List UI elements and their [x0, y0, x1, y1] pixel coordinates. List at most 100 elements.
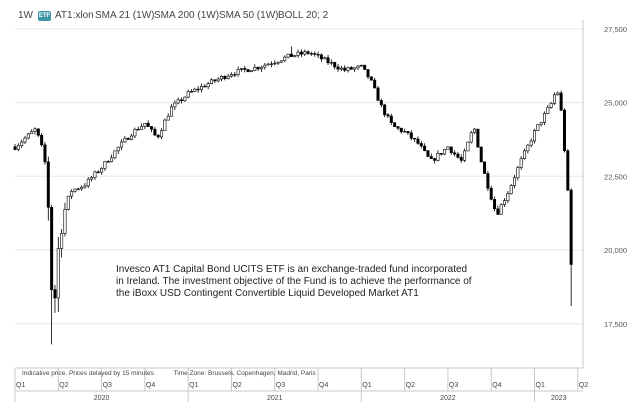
candle-body — [329, 62, 333, 64]
quarter-tick-label: Q1 — [536, 382, 545, 389]
x-axis: Q1 Q2 Q3 Q4 Q1 Q2 Q3 Q4 Q1 Q2 Q3 Q4 Q1 Q2 2020 2021 2022… — [14, 368, 588, 402]
symbol-label[interactable]: AT1:xlon — [55, 10, 94, 21]
price-delay-note: Indicative price. Prices delayed by 15 m… — [22, 370, 154, 377]
candle-body — [486, 173, 490, 189]
candle-body — [190, 91, 194, 93]
candle-body — [483, 161, 487, 174]
interval-selector[interactable]: 1W — [18, 10, 33, 21]
candle-body — [26, 133, 30, 139]
quarter-tick-label: Q2 — [406, 382, 415, 389]
candle-body — [163, 119, 167, 132]
y-tick-label: 27,500 — [604, 25, 627, 34]
candle-body — [309, 53, 313, 55]
candle-body — [186, 91, 190, 98]
quarter-tick-label: Q1 — [189, 382, 198, 389]
candle-body — [523, 150, 527, 160]
candle-body — [333, 62, 337, 68]
candle-body — [40, 134, 44, 146]
candle-body — [426, 150, 430, 157]
indicator-sma200[interactable]: SMA 200 (1W) — [154, 10, 220, 21]
candle-body — [356, 65, 360, 69]
candle-body — [303, 51, 307, 55]
chart-toolbar: 1W ETF AT1:xlon SMA 21 (1W) SMA 200 (1W)… — [0, 0, 629, 30]
candle-body — [283, 56, 287, 62]
candle-body — [209, 79, 213, 84]
candle-body — [393, 122, 397, 127]
candle-body — [46, 161, 50, 208]
etf-badge: ETF — [38, 11, 51, 21]
candle-body — [123, 137, 127, 143]
candle-body — [236, 69, 240, 75]
candle-body — [16, 145, 20, 150]
candle-body — [146, 122, 150, 127]
candle-body — [50, 206, 54, 290]
candle-body — [536, 124, 540, 131]
candle-series — [13, 46, 573, 345]
candle-body — [343, 67, 347, 71]
candle-body — [389, 115, 393, 123]
candle-body — [110, 157, 114, 163]
candle-body — [180, 99, 184, 102]
quarter-tick-label: Q1 — [362, 382, 371, 389]
candle-body — [273, 62, 277, 65]
candle-body — [383, 104, 387, 116]
candle-body — [23, 137, 27, 143]
footnote: Indicative price. Prices delayed by 15 m… — [22, 370, 334, 377]
candle-body — [33, 128, 37, 132]
candle-body — [140, 126, 144, 130]
y-tick-label: 25,000 — [604, 99, 627, 108]
candle-body — [83, 185, 87, 188]
candle-body — [319, 54, 323, 60]
candle-body — [419, 143, 423, 147]
candle-body — [226, 75, 230, 79]
y-tick-label: 22,500 — [604, 172, 627, 181]
candle-body — [276, 61, 280, 64]
candle-body — [203, 85, 207, 88]
candle-body — [323, 57, 327, 60]
candle-body — [299, 51, 303, 55]
candle-body — [506, 193, 510, 201]
candle-body — [86, 178, 90, 187]
candle-body — [443, 149, 447, 155]
year-tick-label: 2021 — [267, 395, 283, 402]
candle-body — [306, 51, 310, 54]
candle-body — [569, 189, 573, 265]
candle-body — [529, 140, 533, 146]
candle-body — [199, 85, 203, 90]
candle-body — [233, 74, 237, 76]
candle-body — [289, 53, 293, 57]
candle-body — [120, 141, 124, 148]
candle-body — [246, 69, 250, 73]
candle-body — [100, 168, 104, 173]
candle-body — [196, 88, 200, 91]
candle-body — [150, 126, 154, 130]
y-tick-label: 17,500 — [604, 320, 627, 329]
candle-body — [559, 92, 563, 111]
candle-body — [396, 126, 400, 129]
candle-body — [156, 134, 160, 138]
candle-body — [170, 106, 174, 117]
quarter-tick-label: Q4 — [146, 382, 155, 389]
candle-body — [359, 64, 363, 67]
candle-body — [336, 66, 340, 70]
quarter-tick-label: Q2 — [59, 382, 68, 389]
candle-body — [556, 92, 560, 96]
indicator-sma21[interactable]: SMA 21 (1W) — [95, 10, 155, 21]
candle-body — [219, 75, 223, 80]
candle-body — [30, 131, 34, 135]
candle-body — [539, 122, 543, 125]
candle-body — [463, 150, 467, 161]
candle-body — [326, 57, 330, 64]
quarter-tick-label: Q1 — [16, 382, 25, 389]
chart-grid — [15, 20, 584, 392]
candle-body — [269, 63, 273, 65]
candle-body — [183, 96, 187, 102]
candle-body — [130, 135, 134, 140]
indicator-bollinger[interactable]: BOLL 20; 2 — [278, 10, 329, 21]
candle-body — [70, 191, 74, 197]
candle-body — [56, 248, 60, 299]
candle-body — [366, 69, 370, 78]
indicator-sma50[interactable]: SMA 50 (1W) — [219, 10, 279, 21]
candle-body — [266, 63, 270, 66]
